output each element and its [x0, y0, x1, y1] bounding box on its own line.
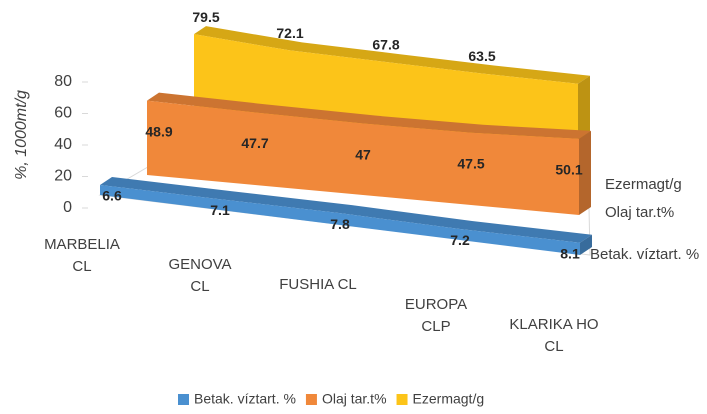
x-tick-line: KLARIKA HO [509, 316, 598, 333]
x-tick-line: CL [190, 278, 209, 295]
depth-label: Olaj tar.t% [605, 204, 674, 221]
y-tick-label: 60 [54, 105, 72, 122]
ribbon-face [100, 184, 580, 255]
x-tick-line: CL [544, 338, 563, 355]
legend-label: Olaj tar.t% [322, 391, 387, 407]
ribbon-face [147, 100, 579, 215]
data-label: 67.8 [372, 37, 399, 53]
y-tick-label: 80 [54, 73, 72, 90]
depth-label: Betak. víztart. % [590, 246, 699, 263]
ribbon-side [579, 130, 591, 215]
data-label: 7.2 [450, 232, 470, 248]
x-tick-line: CL [72, 258, 91, 275]
data-label: 79.5 [192, 9, 219, 25]
depth-label: Ezermagt/g [605, 176, 682, 193]
x-tick-line: MARBELIA [44, 236, 120, 253]
data-label: 63.5 [468, 48, 495, 64]
y-tick-label: 40 [54, 136, 72, 153]
x-tick-label: EUROPA CLP [405, 296, 467, 335]
ribbon-top [147, 92, 591, 139]
data-label: 48.9 [145, 123, 172, 139]
legend-swatch [396, 394, 408, 405]
ribbon-top [100, 176, 592, 243]
ribbon-side [580, 234, 592, 255]
legend-label: Ezermagt/g [413, 391, 485, 407]
data-label: 7.1 [210, 202, 230, 218]
data-label: 47 [355, 146, 371, 162]
x-tick-label: KLARIKA HO CL [509, 316, 598, 355]
data-label: 47.5 [457, 156, 484, 172]
data-label: 72.1 [276, 25, 303, 41]
legend-swatch [178, 394, 189, 405]
data-label: 8.1 [560, 245, 580, 261]
x-tick-label: GENOVA CL [168, 256, 231, 295]
x-tick-label: FUSHIA CL [279, 276, 357, 293]
data-label: 7.8 [330, 216, 350, 232]
data-label: 47.7 [241, 135, 268, 151]
y-axis-title: %, 1000mt/g [13, 90, 30, 180]
data-label: 50.1 [555, 162, 582, 178]
data-label: 6.6 [102, 188, 122, 204]
ribbon-top [194, 26, 590, 84]
x-tick-line: FUSHIA CL [279, 276, 357, 293]
x-tick-line: EUROPA [405, 296, 467, 313]
legend-swatch [305, 394, 317, 405]
y-tick-label: 20 [54, 168, 72, 185]
x-tick-line: GENOVA [168, 256, 231, 273]
legend-label: Betak. víztart. % [194, 391, 296, 407]
x-tick-label: MARBELIA CL [44, 236, 120, 275]
y-tick-label: 0 [63, 199, 72, 216]
x-tick-line: CLP [421, 318, 450, 335]
